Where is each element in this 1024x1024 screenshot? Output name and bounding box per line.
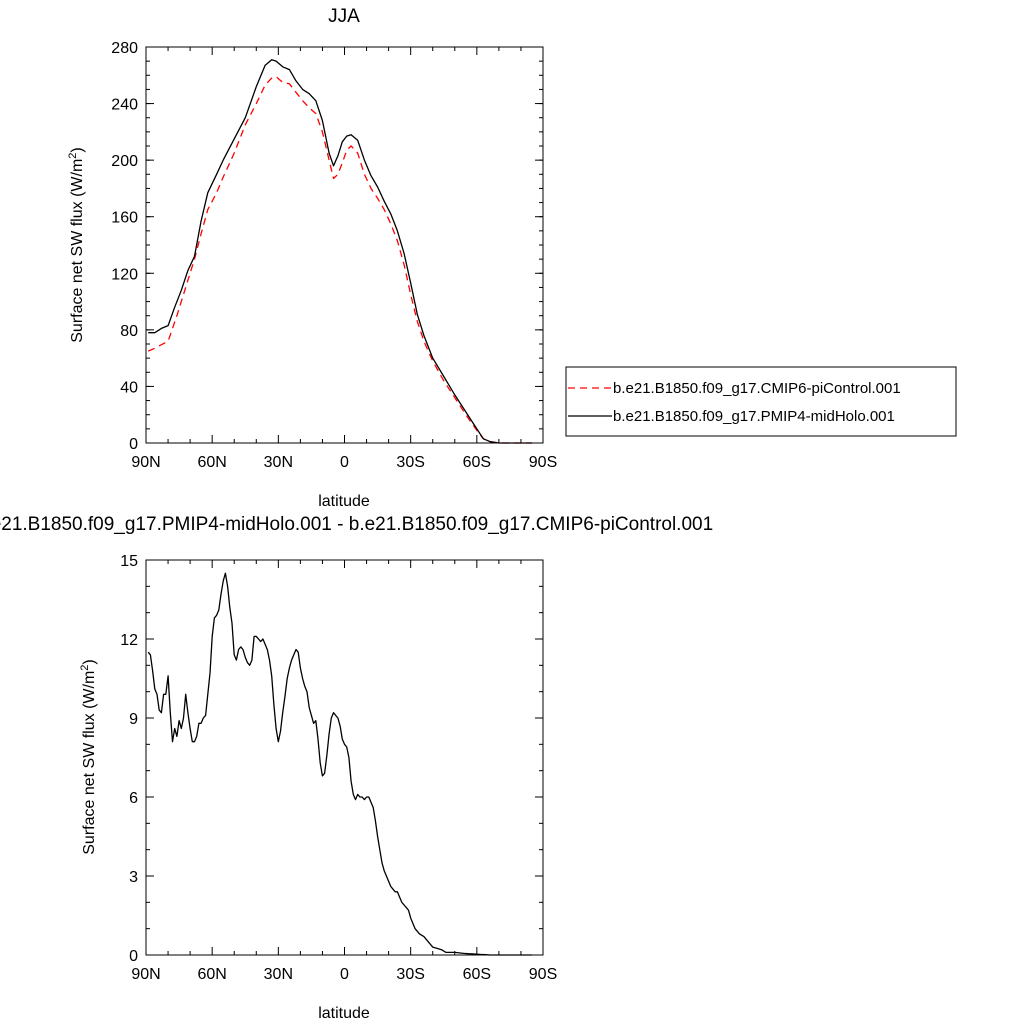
chart-1-x-tick-label: 60S [463, 454, 491, 471]
chart-1-x-tick-label: 90N [131, 454, 160, 471]
chart-2-series [147, 572, 532, 956]
chart-2-x-tick-label: 90N [131, 966, 160, 983]
chart-1-x-tick-label: 30S [396, 454, 424, 471]
chart-1-y-axis-title-main: Surface net SW flux (W/m [69, 159, 86, 343]
chart-1-y-axis-title: Surface net SW flux (W/m2) [67, 147, 86, 343]
chart-2-ticks: 90N 60N 30N 0 30S 60S 90S 0 3 6 9 12 15 [120, 553, 557, 983]
chart-1: JJA 90N 60N 30N 0 30S 60S 90S 0 40 80 120 160 200 240… [67, 6, 957, 510]
chart-1-y-axis-title-close: ) [69, 147, 86, 152]
chart-2-x-tick-label: 30N [264, 966, 293, 983]
chart-1-x-tick-label: 60N [197, 454, 226, 471]
chart-1-x-tick-label: 90S [529, 454, 557, 471]
chart-1-y-axis-title-sup: 2 [67, 153, 79, 159]
chart-2-x-tick-label: 0 [340, 966, 349, 983]
chart-2-x-tick-label: 60N [197, 966, 226, 983]
chart-2-y-tick-label: 0 [129, 948, 138, 965]
chart-1-y-tick-label: 280 [111, 40, 138, 57]
chart-2-y-axis-title-main: Surface net SW flux (W/m [81, 671, 98, 855]
chart-1-y-tick-label: 120 [111, 266, 138, 283]
chart-1-legend-label-2: b.e21.B1850.f09_g17.PMIP4-midHolo.001 [613, 408, 895, 425]
chart-1-ticks: 90N 60N 30N 0 30S 60S 90S 0 40 80 120 160 200 240 280 [111, 40, 557, 471]
chart-1-y-tick-label: 80 [120, 323, 138, 340]
chart-1-title: JJA [328, 6, 360, 27]
chart-2-y-axis-title-close: ) [81, 659, 98, 664]
chart-2-y-axis-title: Surface net SW flux (W/m2) [79, 659, 98, 855]
chart-1-x-tick-label: 0 [340, 454, 349, 471]
chart-1-series [147, 59, 532, 444]
chart-2-y-tick-label: 15 [120, 553, 138, 570]
chart-1-legend-box [565, 366, 957, 437]
chart-2-x-axis-title: latitude [318, 1005, 370, 1022]
chart-1-x-tick-label: 30N [264, 454, 293, 471]
chart-1-x-axis-title: latitude [318, 493, 370, 510]
chart-2-x-tick-label: 30S [396, 966, 424, 983]
chart-2-y-axis-title-sup: 2 [79, 665, 91, 671]
chart-2-series-line-1 [147, 572, 532, 956]
chart-1-legend: b.e21.B1850.f09_g17.CMIP6-piControl.001 … [565, 366, 957, 437]
chart-1-y-tick-label: 40 [120, 379, 138, 396]
chart-2-y-tick-label: 3 [129, 869, 138, 886]
chart-2-x-tick-label: 90S [529, 966, 557, 983]
chart-1-plot-frame [145, 46, 544, 444]
chart-2-title: b.e21.B1850.f09_g17.PMIP4-midHolo.001 - … [0, 514, 713, 535]
chart-1-series-line-1 [147, 76, 532, 444]
chart-2-plot-frame [145, 559, 544, 956]
chart-2-y-tick-label: 6 [129, 790, 138, 807]
chart-1-y-tick-label: 160 [111, 210, 138, 227]
chart-2: b.e21.B1850.f09_g17.PMIP4-midHolo.001 - … [0, 514, 713, 1022]
chart-1-legend-label-1: b.e21.B1850.f09_g17.CMIP6-piControl.001 [613, 380, 901, 397]
chart-1-y-tick-label: 200 [111, 153, 138, 170]
chart-1-y-tick-label: 240 [111, 97, 138, 114]
chart-1-y-tick-label: 0 [129, 436, 138, 453]
chart-1-series-line-2 [148, 59, 532, 444]
chart-2-y-tick-label: 12 [120, 632, 138, 649]
chart-2-y-tick-label: 9 [129, 711, 138, 728]
chart-2-x-tick-label: 60S [463, 966, 491, 983]
